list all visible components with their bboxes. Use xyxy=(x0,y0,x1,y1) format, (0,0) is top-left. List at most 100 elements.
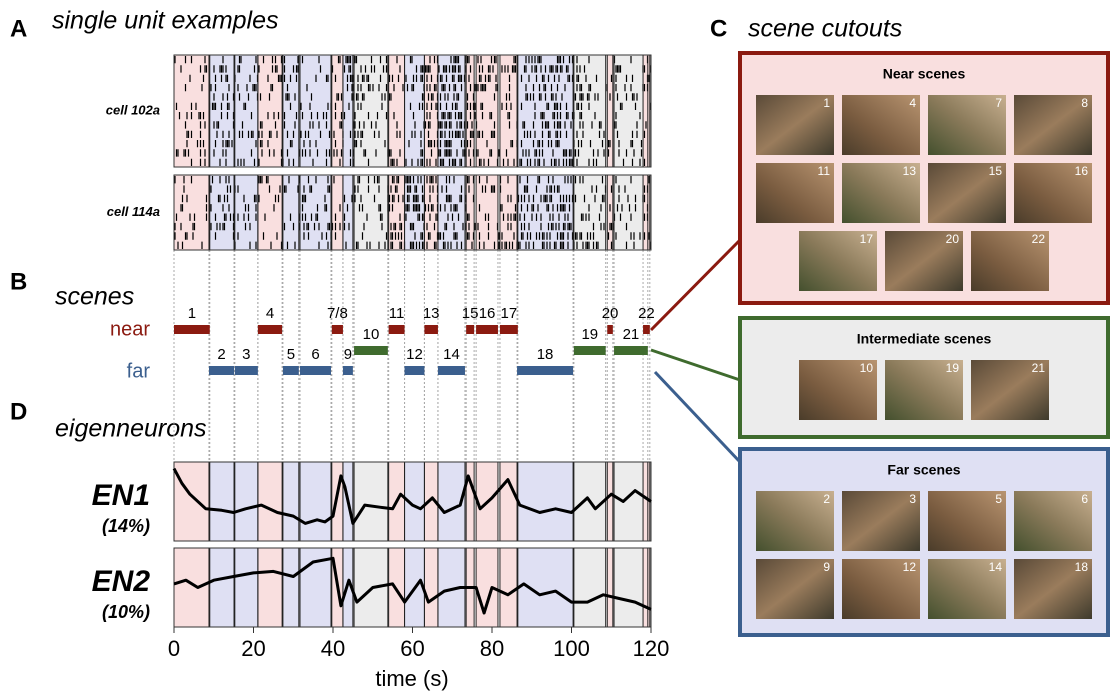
thumbnail xyxy=(1014,95,1092,155)
thumbnail-number: 9 xyxy=(823,560,830,574)
thumbnail xyxy=(842,491,920,551)
scene-label: 4 xyxy=(266,305,274,322)
axis-label: time (s) xyxy=(375,666,448,691)
thumbnail-number: 5 xyxy=(995,492,1002,506)
scene-shade xyxy=(607,548,613,627)
scene-label: 20 xyxy=(602,305,619,322)
scene-bar xyxy=(283,366,299,375)
thumbnail-number: 7 xyxy=(995,96,1002,110)
trace-name: EN1 xyxy=(92,479,150,512)
scene-shade xyxy=(235,548,258,627)
scene-bar xyxy=(354,346,388,355)
connector xyxy=(651,350,740,380)
scene-label: 1 xyxy=(188,305,196,322)
scene-shade xyxy=(174,462,210,541)
scene-shade xyxy=(283,548,299,627)
scene-label: 7/8 xyxy=(327,305,348,322)
thumbnail-number: 1 xyxy=(823,96,830,110)
x-tick-label: 80 xyxy=(480,636,504,661)
scene-bar xyxy=(574,346,606,355)
scene-shade xyxy=(466,462,474,541)
cell-label: cell 102a xyxy=(106,102,160,117)
scene-shade xyxy=(517,462,573,541)
scene-shade xyxy=(517,548,573,627)
scene-label: 13 xyxy=(423,305,440,322)
figure: A single unit examples B scenes near far… xyxy=(0,0,1117,695)
scene-label: 9 xyxy=(344,346,352,363)
scene-shade xyxy=(174,175,210,250)
scene-bar xyxy=(209,366,234,375)
thumbnail-number: 10 xyxy=(860,361,874,375)
thumbnail-number: 11 xyxy=(818,164,831,178)
thumbnail-number: 14 xyxy=(989,560,1003,574)
x-tick-label: 0 xyxy=(168,636,180,661)
scene-shade xyxy=(174,548,210,627)
scene-bar xyxy=(643,325,650,334)
thumbnail-number: 22 xyxy=(1032,232,1046,246)
panel-title: eigenneurons xyxy=(55,415,207,443)
panel-letter: A xyxy=(10,15,27,42)
scene-bar xyxy=(607,325,613,334)
panel-letter: C xyxy=(710,15,727,42)
panel-title: scenes xyxy=(55,283,134,311)
x-tick-label: 40 xyxy=(321,636,345,661)
thumbnail-number: 3 xyxy=(909,492,916,506)
scene-label: 11 xyxy=(389,305,405,322)
connector xyxy=(651,240,740,330)
scene-bar xyxy=(405,366,425,375)
page: {"panel_a": {"letter": "A", "title": "si… xyxy=(0,0,1117,695)
scene-label: 21 xyxy=(623,326,640,343)
group-title: Near scenes xyxy=(883,66,966,82)
scene-label: 12 xyxy=(406,346,423,363)
scene-shade xyxy=(500,175,518,250)
scene-shade xyxy=(332,175,343,250)
scene-bar xyxy=(438,366,465,375)
thumbnail-number: 18 xyxy=(1075,560,1089,574)
panel-letter: B xyxy=(10,268,27,295)
thumbnail xyxy=(842,95,920,155)
scene-shade xyxy=(424,548,438,627)
thumbnail-number: 2 xyxy=(823,492,830,506)
thumbnail-number: 19 xyxy=(946,361,960,375)
row-label: near xyxy=(110,318,150,340)
thumbnail-number: 13 xyxy=(903,164,917,178)
x-tick-label: 120 xyxy=(633,636,670,661)
scene-bar xyxy=(258,325,282,334)
scene-shade xyxy=(209,462,234,541)
scene-shade xyxy=(209,548,234,627)
scene-shade xyxy=(354,462,388,541)
scene-shade xyxy=(283,462,299,541)
scene-shade xyxy=(643,548,650,627)
scene-label: 17 xyxy=(501,305,518,322)
thumbnail xyxy=(756,491,834,551)
thumbnail-number: 21 xyxy=(1032,361,1046,375)
thumbnail xyxy=(928,491,1006,551)
scene-shade xyxy=(283,175,299,250)
thumbnail-number: 16 xyxy=(1075,164,1089,178)
trace-name: EN2 xyxy=(92,565,151,598)
scene-shade xyxy=(574,175,606,250)
scene-label: 10 xyxy=(363,326,380,343)
scene-bar xyxy=(174,325,210,334)
trace-variance: (10%) xyxy=(102,602,150,622)
thumbnail-number: 12 xyxy=(903,560,917,574)
scene-shade xyxy=(343,175,353,250)
scene-bar xyxy=(466,325,474,334)
scene-shade xyxy=(424,175,438,250)
scene-shade xyxy=(500,548,518,627)
scene-label: 16 xyxy=(479,305,496,322)
connector xyxy=(655,372,740,462)
trace-variance: (14%) xyxy=(102,516,150,536)
scene-shade xyxy=(235,462,258,541)
thumbnail xyxy=(756,95,834,155)
panel-letter: D xyxy=(10,398,27,425)
thumbnail xyxy=(756,559,834,619)
scene-shade xyxy=(300,462,331,541)
scene-label: 22 xyxy=(638,305,655,322)
scene-label: 3 xyxy=(242,346,250,363)
scene-shade xyxy=(574,548,606,627)
scene-label: 5 xyxy=(287,346,295,363)
scene-bar xyxy=(300,366,331,375)
scene-bar xyxy=(500,325,518,334)
x-tick-label: 100 xyxy=(553,636,590,661)
